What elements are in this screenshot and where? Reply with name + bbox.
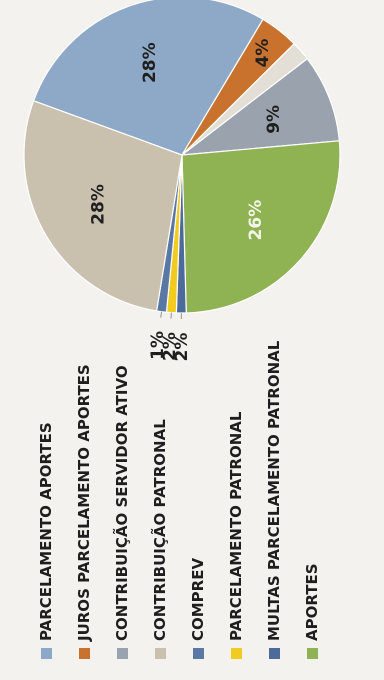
- legend-swatch: [269, 648, 280, 659]
- slice-label: 9%: [264, 105, 284, 134]
- pie-slices: [24, 0, 340, 313]
- legend-label: JUROS PARCELAMENTO APORTES: [75, 364, 93, 642]
- legend-label: PARCELAMENTO APORTES: [37, 422, 55, 641]
- legend-label: CONTRIBUIÇÃO PATRONAL: [150, 419, 169, 641]
- legend-label: COMPREV: [189, 558, 207, 641]
- legend-swatch: [307, 648, 318, 659]
- legend-label: APORTES: [303, 563, 321, 641]
- slice-label: 28%: [140, 42, 160, 83]
- legend-label: MULTAS PARCELAMENTO PATRONAL: [265, 340, 283, 641]
- legend-label: CONTRIBUIÇÃO SERVIDOR ATIVO: [112, 365, 131, 641]
- legend-swatch: [41, 648, 52, 659]
- legend-label: PARCELAMENTO PATRONAL: [227, 411, 245, 641]
- slice-label: 26%: [246, 200, 266, 241]
- legend-swatch: [231, 648, 242, 659]
- slice-label: 4%: [253, 39, 273, 68]
- legend-swatch: [79, 648, 90, 659]
- slice-label: 28%: [88, 184, 108, 225]
- legend-swatch: [117, 648, 128, 659]
- slice-label: 1%: [148, 331, 168, 360]
- legend-swatch: [155, 648, 166, 659]
- legend-swatch: [193, 648, 204, 659]
